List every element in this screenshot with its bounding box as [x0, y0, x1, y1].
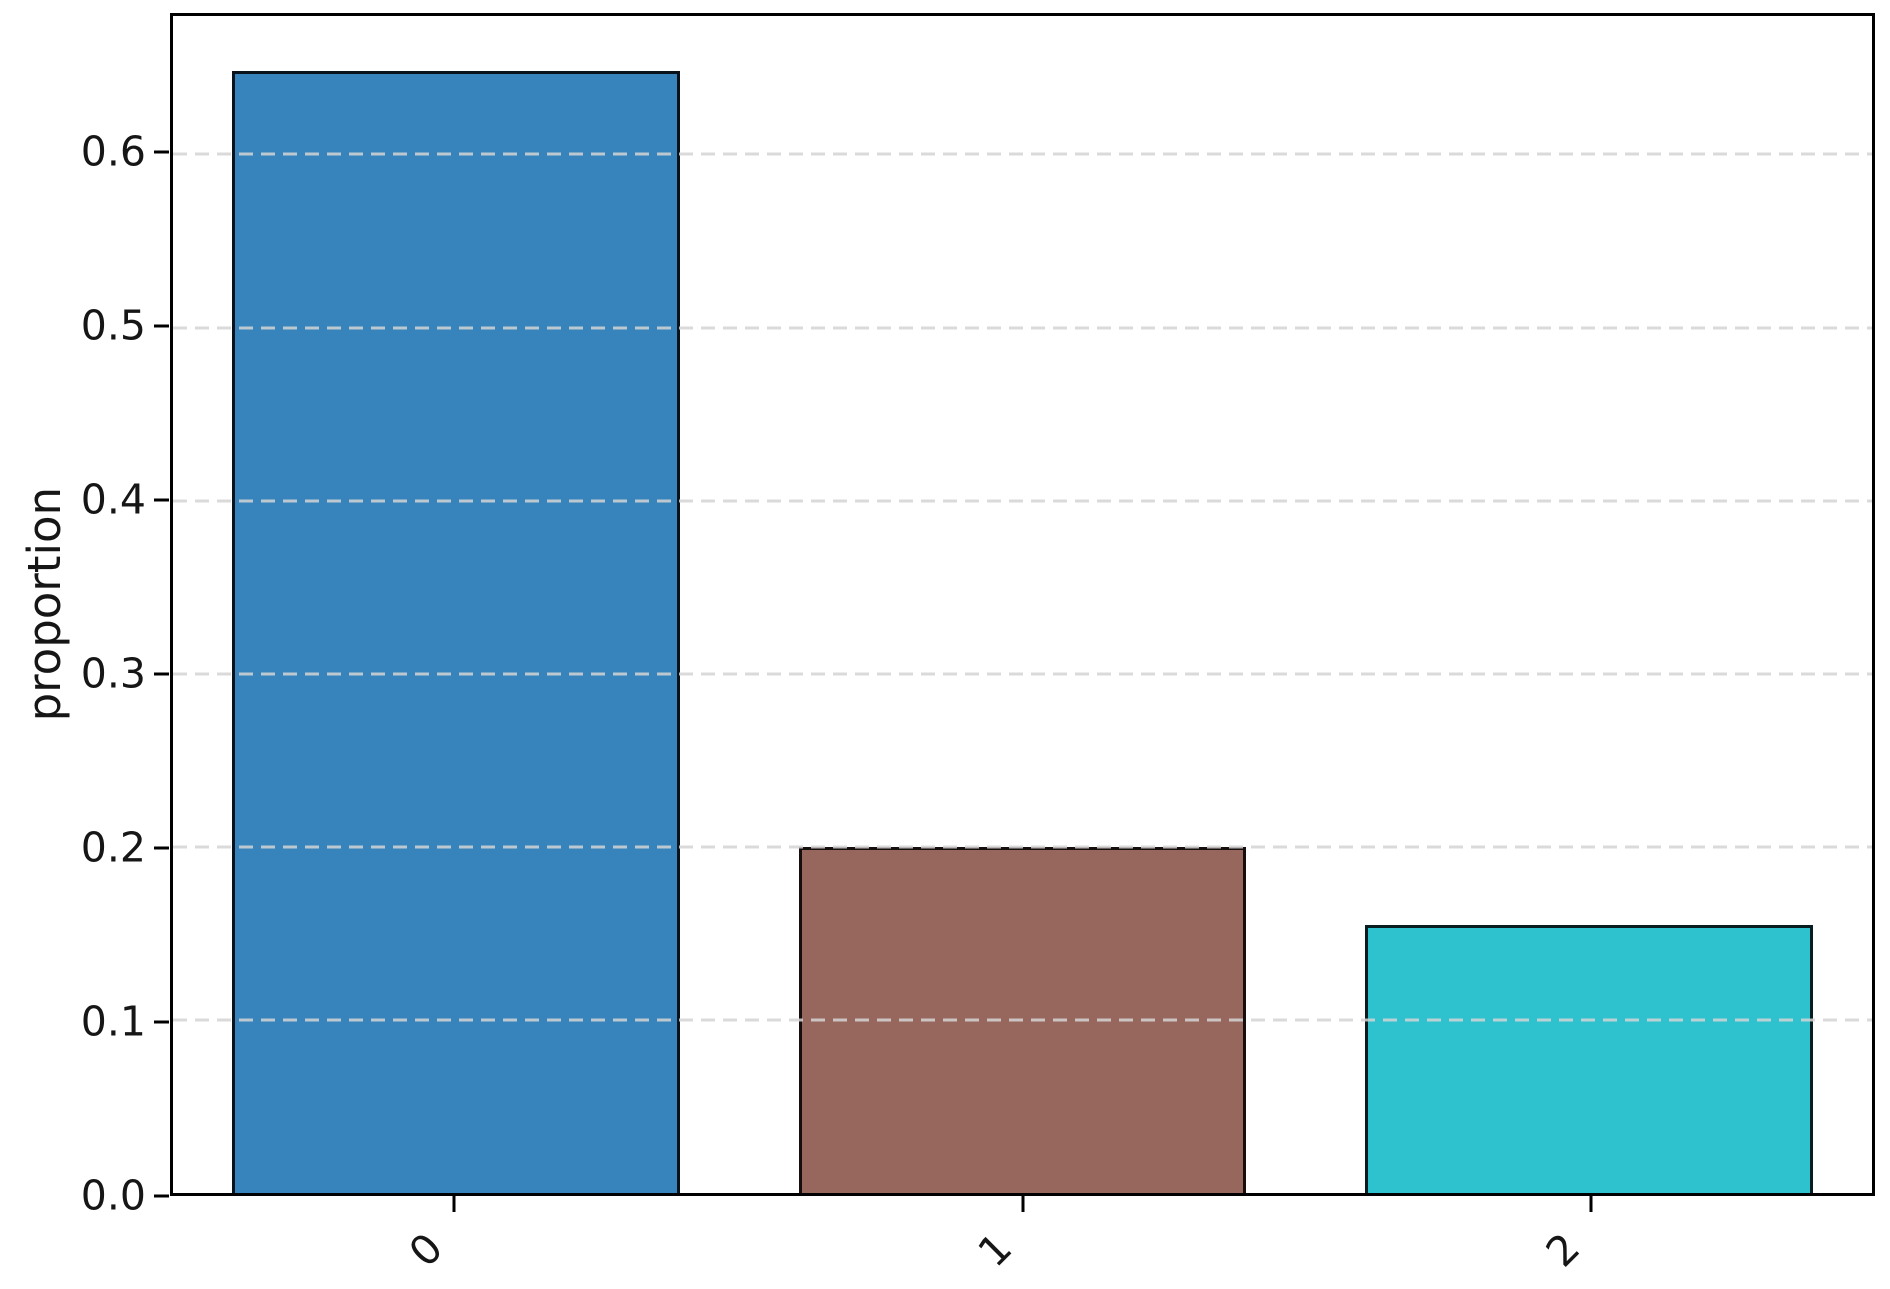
- x-tick-mark-1: [1021, 1196, 1024, 1212]
- y-tick-label-0.3: 0.3: [80, 649, 146, 698]
- y-tick-label-0.0: 0.0: [80, 1171, 146, 1220]
- x-tick-mark-0: [452, 1196, 456, 1212]
- plot-area: [170, 13, 1875, 1196]
- x-tick-mark-2: [1589, 1196, 1593, 1212]
- x-tick-label-0: 0: [399, 1223, 453, 1277]
- bar-category-0: [232, 71, 680, 1193]
- bar-category-2: [1365, 924, 1813, 1193]
- y-tick-label-0.1: 0.1: [80, 997, 146, 1046]
- x-tick-label-1: 1: [968, 1223, 1021, 1277]
- x-tick-label-2: 2: [1536, 1223, 1590, 1277]
- bar-category-1: [798, 846, 1247, 1193]
- y-tick-mark-0.0: [154, 1194, 169, 1198]
- y-tick-label-0.2: 0.2: [80, 823, 146, 872]
- y-tick-mark-0.1: [154, 1020, 169, 1024]
- y-tick-mark-0.2: [154, 846, 169, 850]
- y-tick-label-0.5: 0.5: [80, 301, 146, 350]
- y-tick-mark-0.6: [154, 150, 169, 154]
- y-tick-label-0.4: 0.4: [80, 475, 146, 524]
- y-tick-mark-0.4: [154, 498, 169, 502]
- y-tick-mark-0.3: [154, 672, 169, 676]
- y-tick-mark-0.5: [154, 324, 169, 328]
- y-tick-label-0.6: 0.6: [80, 127, 146, 176]
